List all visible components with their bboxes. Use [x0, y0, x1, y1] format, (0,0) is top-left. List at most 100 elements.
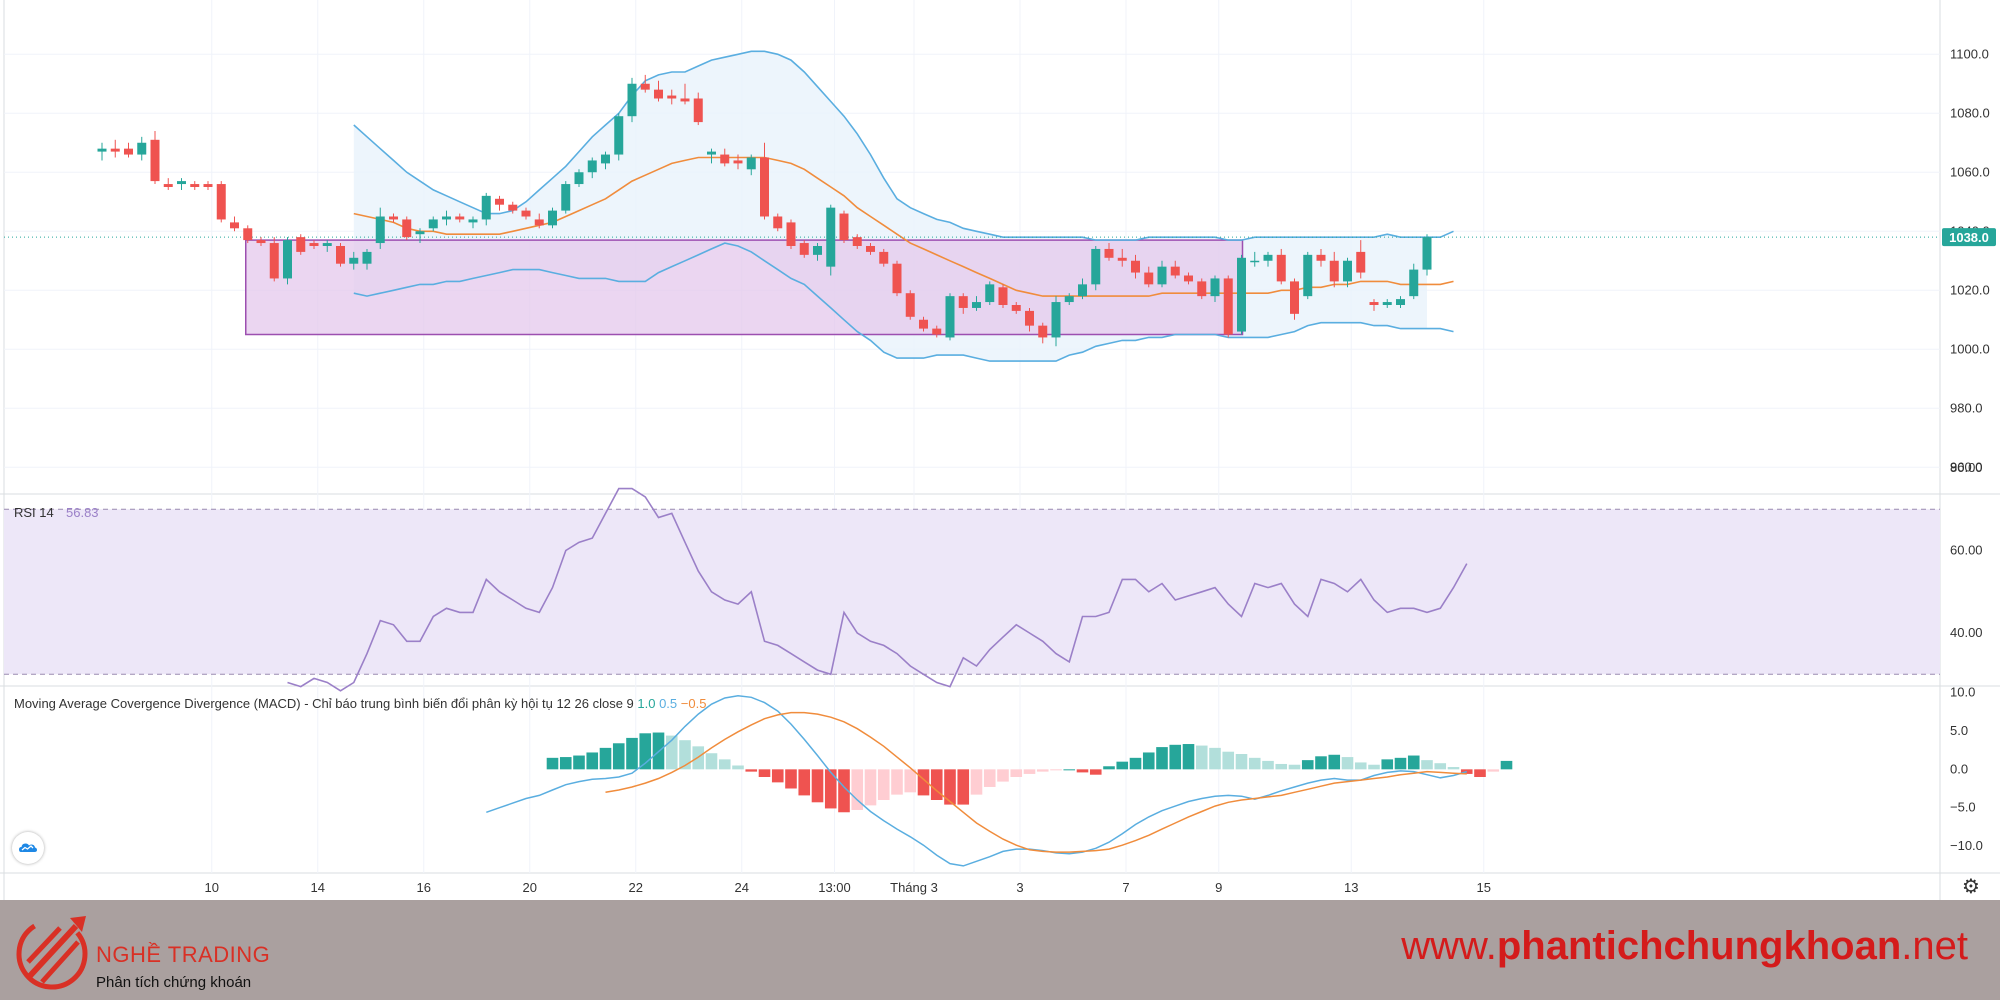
candle-body — [760, 157, 769, 217]
x-tick-label: 20 — [523, 880, 537, 895]
chart-svg[interactable]: 10 14 16 20 22 24 13:00 Tháng 3 3 7 9 13 15 1100.0 108… — [0, 0, 2000, 900]
macd-histogram-bar — [599, 747, 612, 770]
candle-body — [1369, 302, 1379, 305]
macd-histogram-bar — [1142, 752, 1155, 770]
candle-body — [1064, 296, 1074, 303]
candle-body — [1250, 260, 1260, 263]
macd-histogram-bar — [1354, 762, 1367, 770]
branding-footer — [0, 900, 2000, 1000]
x-tick-label: Tháng 3 — [890, 880, 938, 895]
macd-histogram-bar — [1487, 769, 1500, 772]
candle-body — [283, 240, 292, 279]
candle-body — [640, 83, 650, 90]
macd-histogram-bar — [1315, 756, 1327, 770]
candle-body — [1316, 254, 1326, 261]
candle-body — [1144, 272, 1154, 285]
macd-histogram-bar — [904, 769, 917, 793]
macd-histogram-bar — [1262, 760, 1274, 770]
candle-body — [972, 302, 981, 308]
candle-body — [1356, 251, 1366, 273]
price-tick-label: 1020.0 — [1950, 282, 1990, 297]
candle-body — [349, 257, 359, 264]
candle-body — [614, 116, 624, 155]
tradingview-logo-button[interactable] — [12, 832, 44, 864]
candle-body — [1396, 299, 1405, 305]
candle-body — [866, 246, 875, 252]
price-tick-label: 1080.0 — [1950, 105, 1990, 120]
candle-body — [601, 154, 610, 164]
macd-histogram-bar — [705, 753, 718, 770]
macd-signal-line — [605, 711, 1467, 853]
settings-gear-icon[interactable]: ⚙ — [1962, 876, 1980, 898]
candle-body — [905, 293, 915, 317]
candle-body — [177, 181, 186, 185]
macd-histogram-bar — [1500, 760, 1513, 770]
candle-body — [534, 219, 544, 226]
url-domain: phantichchungkhoan — [1496, 924, 1902, 968]
macd-histogram-bar — [1328, 754, 1341, 770]
candle-body — [216, 184, 226, 220]
website-url[interactable]: www.phantichchungkhoan.net — [1401, 926, 1968, 966]
macd-histogram-bar — [944, 769, 956, 805]
macd-histogram-bar — [983, 769, 996, 787]
candle-body — [1263, 254, 1273, 261]
macd-histogram-bar — [970, 769, 983, 795]
candle-body — [481, 195, 491, 220]
macd-histogram-bar — [1076, 769, 1089, 773]
macd-histogram-bar — [718, 759, 731, 770]
candle-body — [1038, 325, 1048, 338]
macd-histogram-bar — [639, 733, 652, 770]
x-tick-label: 13 — [1344, 880, 1358, 895]
price-range-box — [245, 239, 1244, 336]
candle-body — [1422, 237, 1432, 270]
candle-body — [402, 219, 412, 238]
macd-histogram-bar — [758, 769, 771, 777]
candle-body — [309, 243, 319, 246]
candle-body — [733, 160, 743, 164]
candle-body — [985, 284, 995, 303]
macd-histogram-bar — [1169, 744, 1182, 770]
rsi-label: RSI 14 — [14, 505, 54, 520]
candle-body — [455, 216, 465, 220]
candle-body — [707, 151, 716, 155]
macd-histogram-bar — [798, 769, 811, 796]
candle-body — [495, 198, 504, 205]
trading-chart[interactable]: 10 14 16 20 22 24 13:00 Tháng 3 3 7 9 13 15 1100.0 108… — [0, 0, 2000, 900]
rsi-tick-label: 60.00 — [1950, 543, 1983, 558]
macd-histogram-bar — [824, 769, 837, 809]
x-tick-label: 9 — [1215, 880, 1222, 895]
macd-histogram-bar — [811, 769, 824, 803]
macd-histogram-bar — [732, 765, 744, 770]
url-prefix: www. — [1401, 924, 1497, 968]
candle-body — [1117, 257, 1127, 261]
rsi-tick-label: 80.00 — [1950, 460, 1983, 475]
candle-body — [958, 296, 968, 308]
candle-body — [1131, 260, 1140, 273]
candle-body — [163, 184, 173, 187]
macd-histogram-bar — [930, 769, 943, 800]
candle-body — [389, 216, 398, 220]
macd-tick-label: 10.0 — [1950, 685, 1975, 700]
candle-body — [945, 296, 955, 338]
macd-histogram-bar — [586, 752, 599, 770]
macd-histogram-bar — [1195, 745, 1208, 770]
candle-body — [693, 98, 703, 123]
candle-body — [1237, 257, 1246, 332]
candle-body — [561, 184, 571, 211]
macd-legend: Moving Average Covergence Divergence (MA… — [14, 696, 706, 711]
x-tick-label: 24 — [735, 880, 749, 895]
candle-body — [1409, 269, 1419, 297]
macd-histogram-bar — [1421, 760, 1433, 770]
macd-legend-value: 0.5 — [655, 696, 677, 711]
macd-histogram-bar — [612, 743, 625, 770]
macd-histogram-bar — [1447, 767, 1460, 770]
candle-body — [548, 210, 557, 226]
candle-body — [322, 243, 332, 246]
brand-name: NGHỀ TRADING — [96, 942, 271, 967]
x-tick-label: 14 — [311, 880, 325, 895]
candle-body — [786, 222, 796, 246]
candle-body — [1078, 284, 1087, 297]
candle-body — [230, 222, 239, 229]
candle-body — [799, 243, 809, 255]
brand-subtitle: Phân tích chứng khoán — [96, 974, 252, 991]
